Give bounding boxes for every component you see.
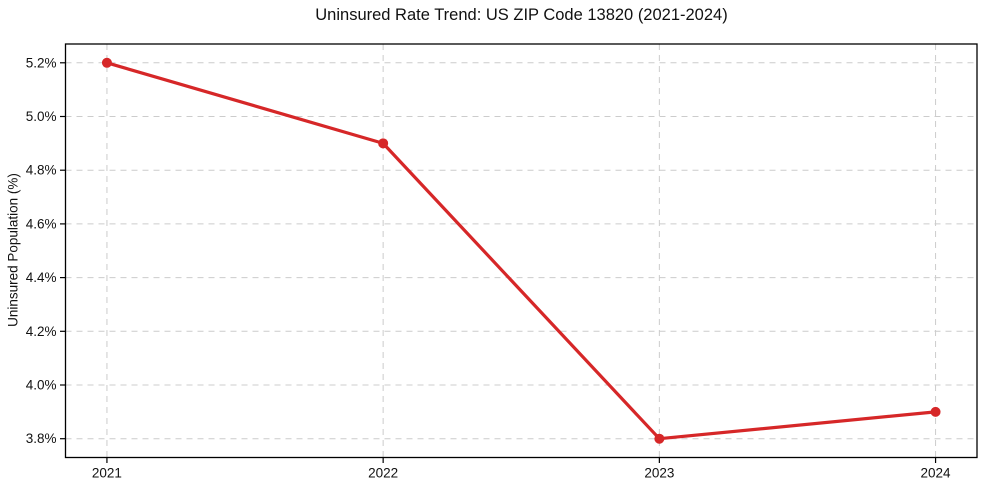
y-tick-label: 4.2% bbox=[26, 324, 57, 339]
plot-border bbox=[64, 43, 978, 459]
data-point-marker bbox=[378, 138, 389, 149]
x-tick-label: 2021 bbox=[92, 466, 122, 481]
y-tick-label: 4.0% bbox=[26, 378, 57, 393]
data-point-marker bbox=[654, 433, 665, 444]
x-tick-label: 2023 bbox=[644, 466, 674, 481]
x-tick-label: 2022 bbox=[368, 466, 398, 481]
y-tick-label: 5.0% bbox=[26, 109, 57, 124]
y-tick-label: 5.2% bbox=[26, 55, 57, 70]
data-point-marker bbox=[101, 57, 112, 68]
chart-title: Uninsured Rate Trend: US ZIP Code 13820 … bbox=[315, 6, 728, 24]
y-tick-label: 4.8% bbox=[26, 163, 57, 178]
data-line bbox=[105, 61, 938, 441]
y-tick-label: 4.6% bbox=[26, 216, 57, 231]
x-tick-label: 2024 bbox=[921, 466, 952, 481]
y-tick-label: 3.8% bbox=[26, 431, 57, 446]
data-point-marker bbox=[930, 406, 941, 417]
y-tick-label: 4.4% bbox=[26, 270, 57, 285]
